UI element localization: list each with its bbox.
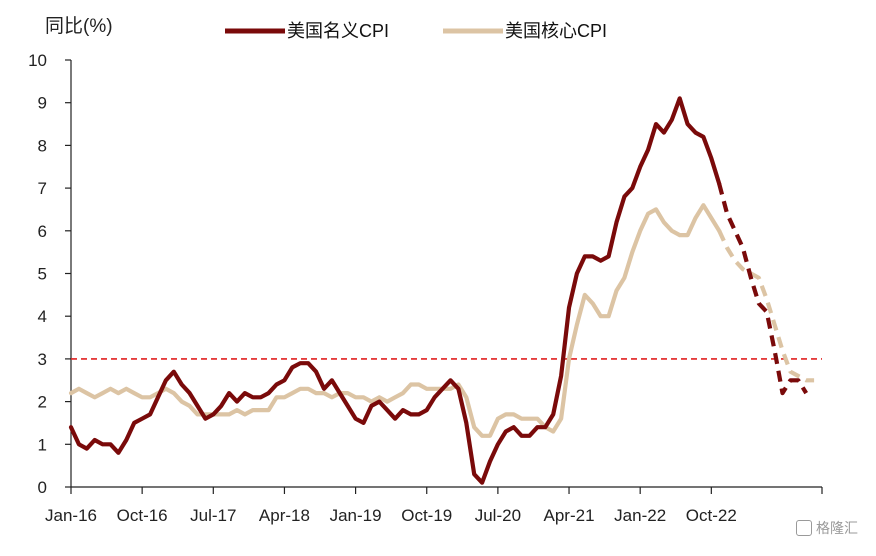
x-tick-label: Jan-19 [330,506,382,525]
y-axis-label: 同比(%) [45,15,113,37]
series-line-actual [68,96,722,485]
y-tick-label: 1 [38,435,47,454]
y-tick-label: 10 [28,51,47,70]
y-tick-label: 7 [38,179,47,198]
y-tick-label: 3 [38,350,47,369]
x-tick-label: Oct-22 [686,506,737,525]
series-line-actual [68,203,722,438]
x-tick-label: Jan-16 [45,506,97,525]
watermark-logo-icon [796,520,812,536]
series-line-projected [717,229,815,383]
y-tick-label: 6 [38,222,47,241]
legend-label: 美国核心CPI [505,21,607,41]
y-tick-label: 4 [38,307,47,326]
x-tick-label: Apr-21 [544,506,595,525]
y-tick-label: 5 [38,265,47,284]
watermark-text: 格隆汇 [816,520,858,536]
series-line-projected [717,183,808,396]
x-tick-label: Oct-16 [117,506,168,525]
legend-label: 美国名义CPI [287,21,389,41]
x-tick-label: Jan-22 [614,506,666,525]
y-tick-label: 8 [38,136,47,155]
x-tick-label: Apr-18 [259,506,310,525]
y-tick-label: 2 [38,393,47,412]
watermark: 格隆汇 [796,513,862,543]
x-tick-label: Oct-19 [401,506,452,525]
x-tick-label: Jul-20 [475,506,521,525]
x-tick-label: Jul-17 [190,506,236,525]
y-tick-label: 9 [38,94,47,113]
y-tick-label: 0 [38,478,47,497]
